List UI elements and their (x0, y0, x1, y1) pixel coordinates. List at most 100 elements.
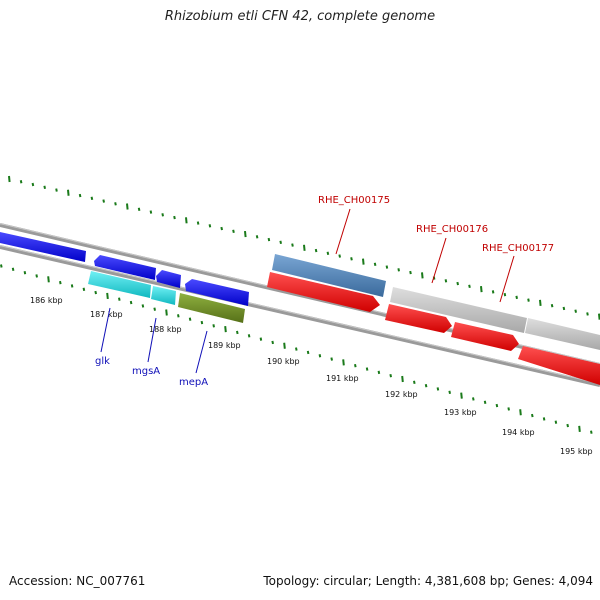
major-tick (126, 203, 129, 210)
major-tick (67, 189, 70, 196)
kbp-label: 189 kbp (208, 341, 241, 350)
minor-tick (531, 413, 534, 418)
minor-tick (444, 279, 448, 283)
minor-tick (173, 215, 176, 220)
minor-tick (338, 254, 341, 258)
gene-blue-b[interactable] (156, 270, 181, 288)
minor-tick (495, 403, 499, 408)
minor-tick (503, 292, 507, 297)
minor-tick (550, 303, 554, 308)
minor-tick (188, 317, 192, 321)
gene-rhe177[interactable] (525, 318, 600, 350)
major-tick (224, 326, 227, 333)
gene-olive-mepA[interactable] (178, 293, 245, 323)
gene-blue-left[interactable] (0, 232, 86, 262)
major-tick (362, 258, 365, 265)
minor-tick (326, 251, 330, 256)
gene-label-rhe177[interactable]: RHE_CH00177 (482, 243, 554, 254)
major-tick (421, 272, 424, 279)
minor-tick (149, 210, 153, 214)
major-tick (47, 276, 50, 283)
major-tick (578, 425, 581, 432)
kbp-label: 193 kbp (444, 408, 477, 417)
gene-red-4[interactable] (518, 346, 600, 385)
gene-blue-mepA[interactable] (185, 279, 249, 306)
minor-tick (267, 237, 271, 242)
gene-red-2[interactable] (385, 304, 452, 333)
minor-tick (129, 300, 133, 305)
minor-tick (397, 268, 400, 272)
minor-tick (389, 373, 392, 378)
minor-tick (141, 304, 145, 308)
minor-tick (515, 295, 518, 300)
major-tick (244, 230, 247, 238)
minor-tick (554, 420, 558, 424)
minor-tick (200, 320, 204, 325)
major-tick (401, 375, 404, 383)
kbp-scale: 186 kbp 187 kbp 188 kbp 189 kbp 190 kbp … (30, 296, 593, 456)
major-tick (165, 309, 168, 316)
gene-red-3[interactable] (451, 322, 519, 351)
kbp-label: 187 kbp (90, 310, 123, 319)
minor-tick (448, 390, 451, 395)
minor-tick (220, 226, 223, 231)
minor-tick (306, 350, 310, 355)
minor-tick (365, 367, 369, 371)
map-title: Rhizobium etli CFN 42, complete genome (164, 9, 436, 24)
gene-label-mepA[interactable]: mepA (179, 377, 208, 388)
minor-tick (377, 370, 381, 375)
minor-tick (114, 202, 117, 206)
minor-tick (468, 284, 471, 289)
minor-tick (161, 213, 164, 217)
kbp-label: 191 kbp (326, 374, 359, 383)
gene-label-rhe176[interactable]: RHE_CH00176 (416, 224, 488, 235)
gene-rhe175[interactable] (272, 254, 386, 297)
minor-tick (94, 290, 97, 295)
minor-tick (491, 290, 495, 294)
minor-tick (472, 397, 475, 401)
minor-tick (232, 229, 235, 234)
gene-label-rhe175[interactable]: RHE_CH00175 (318, 195, 390, 206)
minor-tick (23, 270, 27, 275)
minor-tick (373, 262, 377, 267)
minor-tick (90, 196, 94, 200)
minor-tick (55, 188, 58, 192)
minor-tick (542, 417, 546, 421)
inner-tick-track (0, 264, 593, 434)
genome-summary: Topology: circular; Length: 4,381,608 bp… (263, 574, 593, 588)
kbp-label: 188 kbp (149, 325, 182, 334)
minor-tick (118, 297, 121, 301)
minor-tick (586, 312, 589, 316)
minor-tick (413, 380, 416, 385)
minor-tick (483, 400, 487, 404)
minor-tick (590, 430, 593, 434)
minor-tick (507, 407, 510, 411)
gene-red-1[interactable] (267, 272, 380, 312)
gene-label-mgsA[interactable]: mgsA (132, 366, 160, 377)
major-tick (106, 292, 109, 300)
gene-rhe176[interactable] (390, 287, 527, 333)
gene-blue-a[interactable] (94, 255, 156, 280)
minor-tick (31, 182, 35, 187)
minor-tick (137, 207, 141, 211)
gene-label-glk[interactable]: glk (95, 356, 110, 367)
minor-tick (354, 364, 357, 368)
minor-tick (456, 281, 459, 286)
major-tick (460, 392, 463, 399)
kbp-label: 190 kbp (267, 357, 300, 366)
minor-tick (59, 280, 62, 285)
minor-tick (70, 284, 74, 288)
gene-cyan-glk[interactable] (88, 271, 151, 298)
minor-tick (102, 199, 105, 203)
gene-cyan-mgsA[interactable] (151, 286, 176, 305)
minor-tick (318, 354, 322, 358)
minor-tick (295, 347, 298, 351)
minor-tick (208, 224, 212, 228)
minor-tick (247, 334, 251, 338)
minor-tick (436, 387, 440, 391)
minor-tick (314, 248, 318, 253)
kbp-label: 194 kbp (502, 428, 535, 437)
major-tick (185, 217, 188, 224)
major-tick (480, 286, 483, 293)
